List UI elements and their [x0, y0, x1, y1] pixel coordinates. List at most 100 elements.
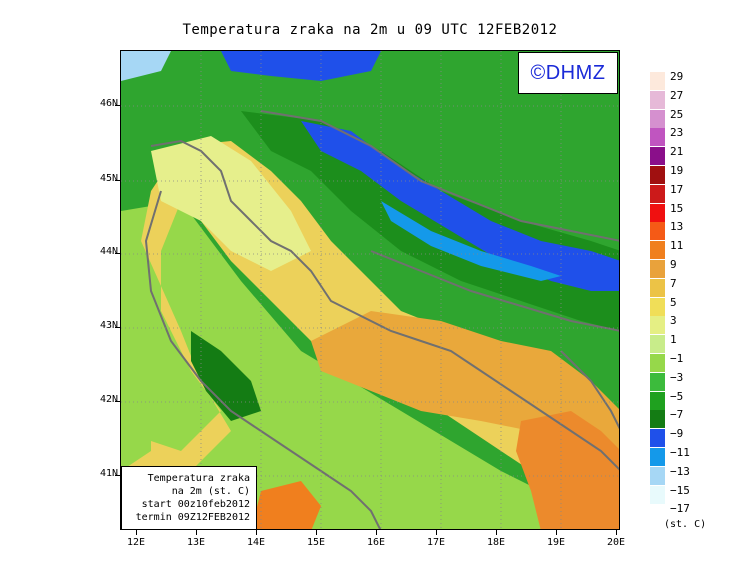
longitude-label: 16E: [366, 537, 386, 548]
legend-swatch: [650, 72, 665, 90]
field-alps-blue: [221, 51, 381, 81]
legend-label: 5: [670, 295, 677, 309]
coastline-west: [144, 190, 382, 529]
latitude-label: 41N: [99, 468, 118, 479]
legend-label: −13: [670, 464, 690, 478]
legend-label: −9: [670, 427, 684, 441]
legend-swatch: [650, 166, 665, 184]
field-italy-west: [121, 351, 151, 471]
longitude-label: 19E: [546, 537, 566, 548]
legend-swatch: [650, 410, 665, 429]
legend-swatch: [650, 429, 665, 448]
legend-label: 19: [670, 164, 684, 177]
longitude-tick: [316, 530, 317, 535]
longitude-tick: [376, 530, 377, 535]
longitude-tick: [196, 530, 197, 535]
legend-swatch: [650, 109, 665, 128]
legend-label: 23: [670, 126, 684, 140]
longitude-tick: [616, 530, 617, 535]
longitude-tick: [136, 530, 137, 535]
coastline-east: [150, 139, 619, 471]
latitude-tick: [115, 253, 120, 254]
legend-swatch: [650, 184, 665, 203]
latitude-tick: [115, 105, 120, 106]
legend-label: −15: [670, 483, 690, 497]
field-light-green: [121, 201, 619, 529]
legend-swatch: [650, 260, 665, 278]
legend-swatch: [650, 203, 665, 222]
legend-label: −5: [670, 389, 684, 403]
legend-label: 17: [670, 182, 684, 196]
longitude-label: 18E: [486, 537, 506, 548]
border-south: [560, 350, 619, 430]
legend-swatch: [650, 335, 665, 354]
legend-label: 29: [670, 70, 684, 83]
legend-swatch: [650, 504, 665, 523]
field-cold-cyan: [381, 201, 561, 281]
legend-swatch: [650, 90, 665, 109]
legend-label: 3: [670, 314, 677, 328]
grid-lines: [121, 51, 619, 529]
latitude-label: 46N: [99, 98, 118, 109]
legend-swatch: [650, 372, 665, 391]
legend-label: 1: [670, 333, 677, 347]
temperature-map: ©DHMZ Temperatura zraka na 2m (st. C) st…: [120, 50, 620, 530]
legend-label: 25: [670, 107, 684, 121]
legend-swatch: [650, 222, 665, 241]
legend-swatch: [650, 241, 665, 260]
legend-label: −3: [670, 370, 684, 384]
border-north: [260, 110, 619, 242]
legend-swatch: [650, 278, 665, 297]
legend-label: −7: [670, 408, 684, 422]
field-pale-north: [151, 136, 311, 271]
legend-label: 7: [670, 276, 677, 290]
dhmz-logo: ©DHMZ: [518, 52, 618, 94]
longitude-tick: [256, 530, 257, 535]
longitude-label: 13E: [186, 537, 206, 548]
info-line: start 00z10feb2012: [141, 499, 250, 510]
legend-swatch: [650, 466, 665, 485]
longitude-tick: [496, 530, 497, 535]
legend-swatch: [650, 297, 665, 316]
legend-label: 11: [670, 239, 684, 253]
legend-unit: (st. C): [664, 519, 707, 530]
field-italy-green: [191, 331, 261, 421]
legend-swatch: [650, 354, 665, 372]
legend-swatch: [650, 448, 665, 466]
field-alps-pale: [121, 51, 171, 81]
temperature-field: [121, 51, 619, 529]
info-line: Temperatura zraka: [147, 473, 250, 484]
field-cold-blue: [301, 121, 619, 291]
field-orange-se: [516, 411, 619, 529]
legend-label: −11: [670, 446, 690, 459]
info-line: termin 09Z12FEB2012: [135, 512, 250, 523]
latitude-tick: [115, 180, 120, 181]
legend-label: −1: [670, 352, 684, 365]
legend-swatch: [650, 391, 665, 410]
legend-swatch: [650, 316, 665, 335]
border-inland: [370, 250, 619, 332]
latitude-tick: [115, 475, 120, 476]
longitude-label: 12E: [126, 537, 146, 548]
legend-swatch: [650, 128, 665, 147]
legend-swatch: [650, 147, 665, 166]
longitude-label: 17E: [426, 537, 446, 548]
legend-label: 21: [670, 145, 684, 159]
info-box: Temperatura zraka na 2m (st. C) start 00…: [121, 466, 257, 529]
map-title: Temperatura zraka na 2m u 09 UTC 12FEB20…: [182, 22, 558, 38]
info-line: na 2m (st. C): [171, 486, 250, 497]
field-orange-sw: [251, 481, 321, 529]
legend-label: 15: [670, 201, 684, 215]
legend-label: 9: [670, 258, 677, 271]
latitude-label: 45N: [99, 173, 118, 184]
longitude-label: 14E: [246, 537, 266, 548]
latitude-tick: [115, 327, 120, 328]
latitude-tick: [115, 401, 120, 402]
legend-label: 13: [670, 220, 684, 234]
longitude-label: 15E: [306, 537, 326, 548]
latitude-label: 42N: [99, 394, 118, 405]
longitude-tick: [556, 530, 557, 535]
latitude-label: 43N: [99, 320, 118, 331]
legend-label: 27: [670, 88, 684, 102]
longitude-tick: [436, 530, 437, 535]
